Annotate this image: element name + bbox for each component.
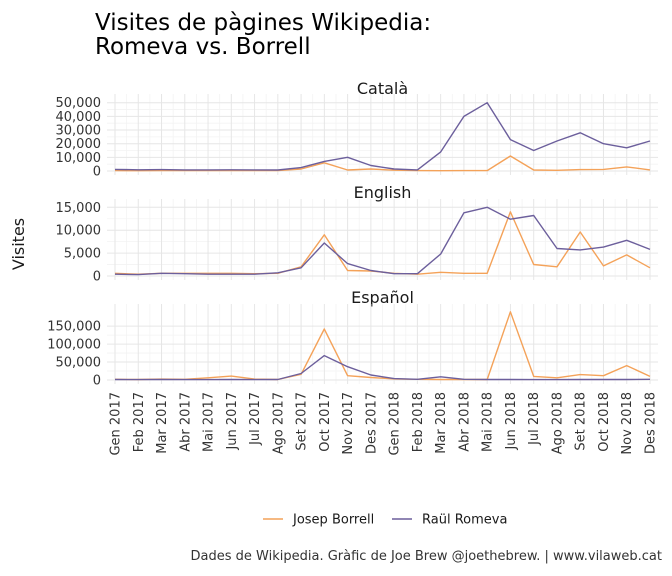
facet-label: Català: [357, 79, 408, 98]
x-tick-label: Set 2018: [574, 392, 589, 451]
y-tick-label: 15,000: [56, 201, 102, 216]
y-tick-label: 50,000: [56, 96, 102, 111]
x-tick-label: Oct 2017: [318, 392, 333, 452]
x-tick-label: Ago 2018: [550, 392, 565, 454]
x-tick-label: Oct 2018: [597, 392, 612, 452]
y-tick-label: 50,000: [56, 356, 102, 371]
x-tick-label: Set 2017: [295, 392, 310, 451]
series-line-romeva: [114, 101, 651, 171]
y-tick-label: 10,000: [56, 224, 102, 239]
x-tick-label: Ago 2017: [271, 392, 286, 454]
x-tick-label: Des 2018: [644, 392, 659, 454]
x-tick-label: Mai 2018: [481, 392, 496, 452]
x-tick-label: Abr 2018: [457, 392, 472, 452]
facet-panel: English 0 5,000 10,000 15,000: [56, 183, 658, 285]
y-tick-label: 100,000: [47, 338, 101, 353]
x-tick-label: Abr 2017: [178, 392, 193, 452]
facet-panels: Català010,00020,00030,00040,00050,000Eng…: [47, 79, 658, 389]
facet-label: English: [354, 183, 412, 202]
y-tick-label: 0: [93, 270, 101, 285]
y-tick-label: 40,000: [56, 110, 102, 125]
legend-label: Raül Romeva: [422, 513, 507, 528]
y-tick-label: 0: [93, 165, 101, 180]
series-line-romeva: [114, 354, 651, 381]
series-line-borrell: [114, 155, 651, 172]
series-line-borrell: [114, 311, 651, 381]
x-axis: Gen 2017 Feb 2017 Mar 2017 Abr 2017 Mai 2017…: [109, 392, 659, 456]
x-tick-label: Jul 2017: [248, 392, 263, 446]
x-tick-label: Mar 2018: [434, 392, 449, 454]
facet-label: Español: [351, 288, 414, 307]
x-tick-label: Jun 2018: [504, 392, 519, 451]
chart-title-line-1: Visites de pàgines Wikipedia:: [95, 10, 431, 36]
x-tick-label: Feb 2018: [411, 392, 426, 452]
legend: Josep Borrell Raül Romeva: [263, 513, 507, 528]
x-tick-label: Mai 2017: [202, 392, 217, 452]
x-tick-label: Gen 2017: [109, 392, 124, 456]
y-tick-label: 30,000: [56, 124, 102, 139]
chart-title-line-2: Romeva vs. Borrell: [95, 34, 311, 60]
y-tick-label: 0: [93, 374, 101, 389]
chart-caption: Dades de Wikipedia. Gràfic de Joe Brew @…: [191, 549, 662, 564]
x-tick-label: Des 2017: [364, 392, 379, 454]
series-line-romeva: [114, 206, 651, 276]
x-tick-label: Nov 2017: [341, 392, 356, 455]
y-tick-label: 150,000: [47, 320, 101, 335]
y-tick-label: 5,000: [64, 247, 101, 262]
x-tick-label: Nov 2018: [620, 392, 635, 455]
legend-label: Josep Borrell: [292, 513, 374, 528]
x-tick-label: Mar 2017: [155, 392, 170, 454]
x-tick-label: Gen 2018: [388, 392, 403, 456]
x-tick-label: Jul 2018: [527, 392, 542, 446]
y-tick-label: 20,000: [56, 137, 102, 152]
facet-panel: Español 0 50,000 100,000 150,000: [47, 288, 658, 389]
x-tick-label: Feb 2017: [132, 392, 147, 452]
x-tick-label: Jun 2017: [225, 392, 240, 451]
y-tick-label: 10,000: [56, 151, 102, 166]
y-axis-label: Visites: [9, 218, 28, 270]
